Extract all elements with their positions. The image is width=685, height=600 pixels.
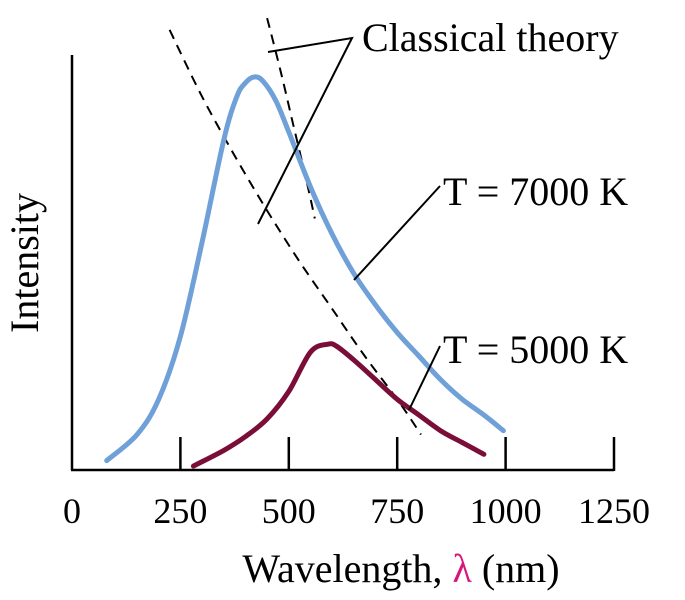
- annotation-5000k: T = 5000 K: [443, 327, 628, 372]
- x-tick-label: 0: [63, 491, 81, 531]
- x-tick-label: 1250: [578, 491, 650, 531]
- x-axis-title: Wavelength, λ (nm): [242, 546, 559, 591]
- annotation-classical-theory: Classical theory: [362, 15, 619, 60]
- x-tick-label: 1000: [470, 491, 542, 531]
- leader-5000k: [408, 345, 441, 411]
- annotation-7000k: T = 7000 K: [443, 169, 628, 214]
- x-tick-label: 250: [153, 491, 207, 531]
- curves: [104, 17, 506, 469]
- annotation-leaders: [257, 36, 441, 411]
- y-axis-title: Intensity: [2, 193, 47, 333]
- leader-7000k: [353, 185, 441, 281]
- classical-theory-line: [168, 29, 422, 436]
- curve-7000k: [104, 74, 506, 464]
- x-ticks: 0 250 500 750 1000 1250: [63, 437, 650, 531]
- classical-theory-line-short: [266, 17, 316, 219]
- axes: 0 250 500 750 1000 1250: [63, 55, 650, 531]
- x-axis-title-suffix: (nm): [472, 546, 560, 591]
- x-axis-title-prefix: Wavelength,: [242, 546, 452, 591]
- x-tick-label: 500: [262, 491, 316, 531]
- leader-classical-theory: [257, 36, 354, 225]
- x-tick-label: 750: [370, 491, 424, 531]
- curve-5000k: [190, 341, 487, 469]
- lambda-symbol: λ: [452, 546, 472, 591]
